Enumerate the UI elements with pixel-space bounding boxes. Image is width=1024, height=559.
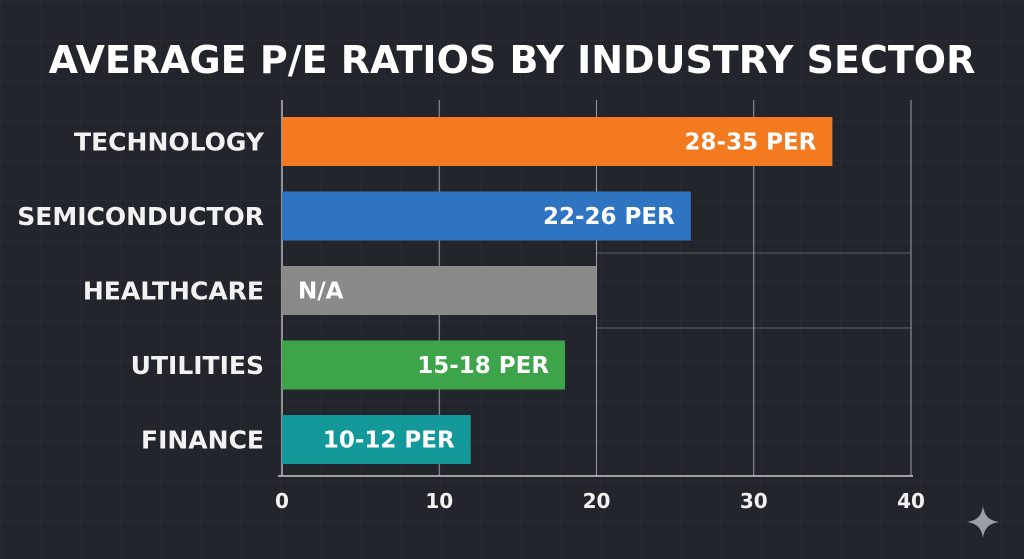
bar-utilities — [282, 340, 566, 390]
data-label: 28-35 PER — [685, 130, 817, 156]
x-tick-label: 0 — [275, 489, 289, 513]
category-label: FINANCE — [141, 426, 264, 455]
data-label: N/A — [298, 279, 344, 305]
chart-title: AVERAGE P/E RATIOS BY INDUSTRY SECTOR — [49, 38, 976, 82]
bar-healthcare — [282, 266, 597, 315]
category-label: HEALTHCARE — [83, 277, 264, 306]
bar-semiconductor — [282, 191, 691, 241]
x-tick-label: 20 — [583, 489, 611, 513]
x-tick-label: 30 — [740, 489, 768, 513]
bars: 28-35 PER 22-26 PER N/A 15-18 PER 10-12 PER — [282, 117, 833, 464]
x-tick-label: 40 — [897, 489, 925, 513]
x-tick-label: 10 — [425, 489, 453, 513]
x-axis-ticks: 0 10 20 30 40 — [275, 489, 925, 513]
bar-finance — [282, 415, 471, 464]
bar-technology — [282, 117, 833, 166]
category-label: UTILITIES — [131, 351, 264, 380]
category-label: TECHNOLOGY — [74, 128, 265, 157]
data-label: 22-26 PER — [543, 204, 675, 230]
data-label: 10-12 PER — [323, 428, 455, 454]
category-label: SEMICONDUCTOR — [17, 202, 264, 231]
data-label: 15-18 PER — [417, 353, 549, 379]
sparkle-icon — [967, 506, 999, 538]
category-labels: TECHNOLOGY SEMICONDUCTOR HEALTHCARE UTILITI… — [17, 128, 265, 455]
